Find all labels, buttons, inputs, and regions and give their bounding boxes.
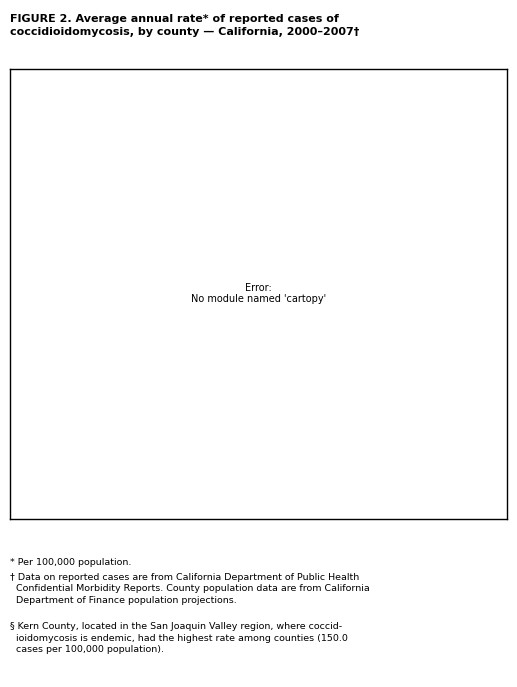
Text: * Per 100,000 population.: * Per 100,000 population. <box>10 558 132 567</box>
Text: † Data on reported cases are from California Department of Public Health
  Confi: † Data on reported cases are from Califo… <box>10 573 370 605</box>
Text: FIGURE 2. Average annual rate* of reported cases of: FIGURE 2. Average annual rate* of report… <box>10 14 339 24</box>
Text: Error:
No module named 'cartopy': Error: No module named 'cartopy' <box>191 283 326 304</box>
Text: § Kern County, located in the San Joaquin Valley region, where coccid-
  ioidomy: § Kern County, located in the San Joaqui… <box>10 622 348 654</box>
Text: coccidioidomycosis, by county — California, 2000–2007†: coccidioidomycosis, by county — Californ… <box>10 27 360 37</box>
